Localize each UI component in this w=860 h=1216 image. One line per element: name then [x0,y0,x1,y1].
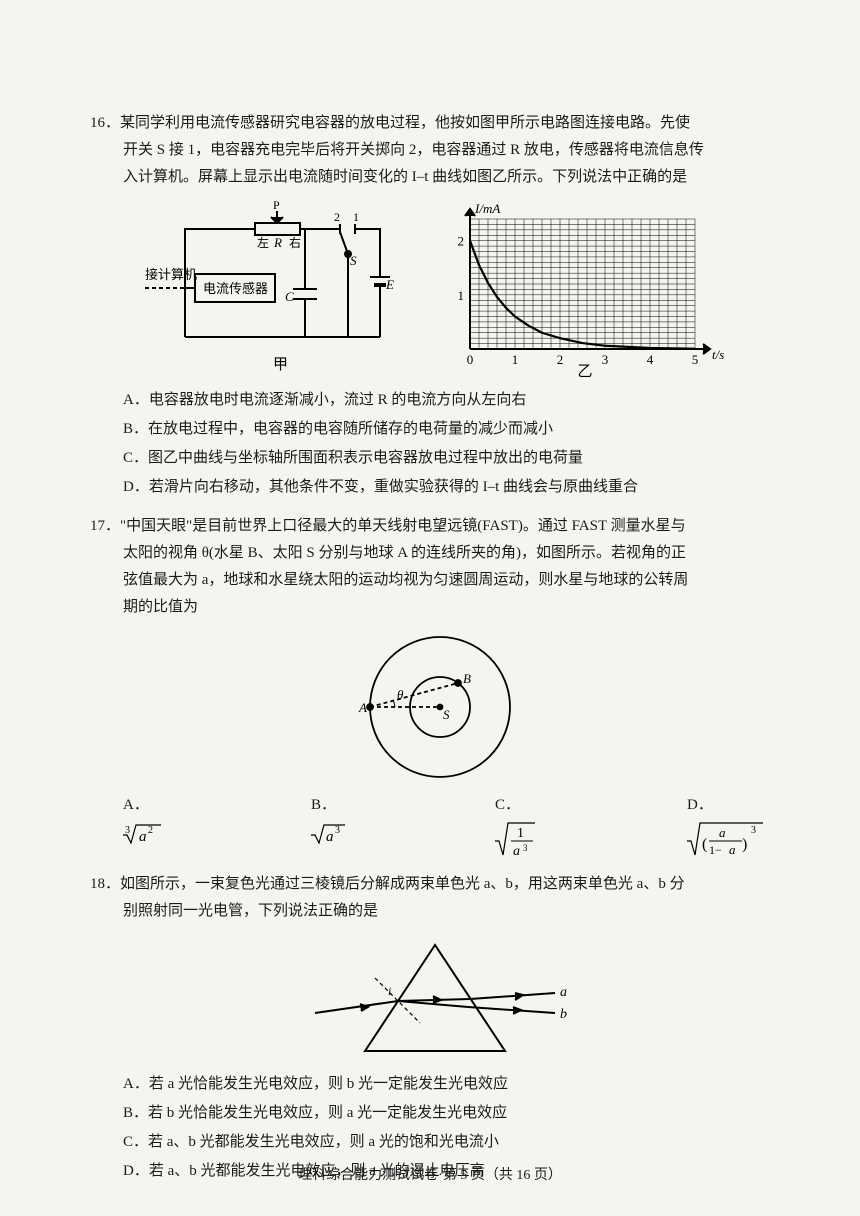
q18-option-c: C．若 a、b 光都能发生光电效应，则 a 光的饱和光电流小 [123,1129,780,1156]
svg-text:a: a [139,829,147,845]
svg-text:E: E [385,277,394,292]
q17-option-c: C． 1 a 3 [495,792,539,859]
q16-line1: 某同学利用电流传感器研究电容器的放电过程，他按如图甲所示电路图连接电路。先使 [120,115,690,131]
q17-options: A． 3 a 2 B． a 3 C． 1 a 3 D． [90,792,780,859]
q16-option-d: D．若滑片向右移动，其他条件不变，重做实验获得的 I–t 曲线会与原曲线重合 [123,474,780,501]
svg-text:接计算机: 接计算机 [145,267,197,282]
q17-number: 17． [90,518,120,534]
q16-option-c: C．图乙中曲线与坐标轴所围面积表示电容器放电过程中放出的电荷量 [123,445,780,472]
q16-it-chart: I/mA t/s 0 1 2 3 4 5 1 2 乙 [435,199,725,379]
svg-text:1: 1 [353,210,359,224]
svg-text:右: 右 [289,235,301,250]
q17-line2: 太阳的视角 θ(水星 B、太阳 S 分别与地球 A 的连线所夹的角)，如图所示。… [90,540,780,567]
question-16: 16．某同学利用电流传感器研究电容器的放电过程，他按如图甲所示电路图连接电路。先… [90,110,780,501]
svg-text:3: 3 [125,825,130,836]
svg-text:5: 5 [692,352,699,367]
q18-prism-diagram: i a b [285,933,585,1063]
svg-text:左: 左 [257,235,269,250]
svg-text:a: a [719,825,726,840]
svg-text:3: 3 [335,825,340,836]
svg-text:2: 2 [458,234,465,249]
q16-circuit-diagram: S 2 1 E [145,199,395,379]
svg-text:1: 1 [517,826,524,841]
q17-figure: A B S θ [90,629,780,784]
q18-stem: 18．如图所示，一束复色光通过三棱镜后分解成两束单色光 a、b，用这两束单色光 … [90,871,780,898]
svg-text:B: B [463,671,471,686]
q17-option-d: D． ( a 1− a ) 3 [687,792,765,859]
question-18: 18．如图所示，一束复色光通过三棱镜后分解成两束单色光 a、b，用这两束单色光 … [90,871,780,1185]
q18-line1: 如图所示，一束复色光通过三棱镜后分解成两束单色光 a、b，用这两束单色光 a、b… [120,876,685,892]
svg-text:乙: 乙 [577,364,592,379]
svg-text:C: C [285,289,294,304]
svg-text:2: 2 [334,210,340,224]
svg-text:S: S [443,707,450,722]
svg-text:θ: θ [397,687,404,702]
q17-option-b: B． a 3 [311,792,347,859]
q17-line1: "中国天眼"是目前世界上口径最大的单天线射电望远镜(FAST)。通过 FAST … [120,518,686,534]
svg-text:1: 1 [458,288,465,303]
q17-stem: 17．"中国天眼"是目前世界上口径最大的单天线射电望远镜(FAST)。通过 FA… [90,513,780,540]
svg-text:3: 3 [751,825,756,836]
svg-text:0: 0 [467,352,474,367]
svg-text:2: 2 [148,825,153,836]
q16-options: A．电容器放电时电流逐渐减小，流过 R 的电流方向从左向右 B．在放电过程中，电… [90,387,780,501]
q16-figures: S 2 1 E [90,199,780,379]
question-17: 17．"中国天眼"是目前世界上口径最大的单天线射电望远镜(FAST)。通过 FA… [90,513,780,859]
page-footer: 理科综合能力测试试卷·第 5 页（共 16 页） [0,1163,860,1188]
svg-text:a: a [513,844,520,859]
q17-option-a: A． 3 a 2 [123,792,163,859]
svg-text:电流传感器: 电流传感器 [203,281,268,296]
svg-text:1: 1 [512,352,519,367]
svg-text:): ) [742,836,747,853]
svg-text:S: S [350,253,357,268]
svg-text:I/mA: I/mA [474,201,500,216]
q18-line2: 别照射同一光电管，下列说法正确的是 [90,898,780,925]
svg-text:4: 4 [647,352,654,367]
svg-text:甲: 甲 [273,357,288,373]
svg-text:a: a [560,985,567,1000]
q17-orbit-diagram: A B S θ [345,629,525,784]
q18-option-b: B．若 b 光恰能发生光电效应，则 a 光一定能发生光电效应 [123,1100,780,1127]
svg-text:1−: 1− [709,843,722,857]
svg-text:3: 3 [602,352,609,367]
svg-text:2: 2 [557,352,564,367]
svg-text:b: b [560,1007,567,1022]
svg-text:(: ( [702,836,707,853]
q16-stem: 16．某同学利用电流传感器研究电容器的放电过程，他按如图甲所示电路图连接电路。先… [90,110,780,137]
svg-text:i: i [388,984,391,998]
svg-text:P: P [273,199,280,212]
q16-option-a: A．电容器放电时电流逐渐减小，流过 R 的电流方向从左向右 [123,387,780,414]
svg-text:A: A [358,700,367,715]
svg-text:R: R [273,235,282,250]
q16-line2: 开关 S 接 1，电容器充电完毕后将开关掷向 2，电容器通过 R 放电，传感器将… [90,137,780,164]
q16-line3: 入计算机。屏幕上显示出电流随时间变化的 I–t 曲线如图乙所示。下列说法中正确的… [90,164,780,191]
svg-text:t/s: t/s [712,347,724,362]
q16-option-b: B．在放电过程中，电容器的电容随所储存的电荷量的减少而减小 [123,416,780,443]
svg-text:3: 3 [523,843,528,853]
q16-number: 16． [90,115,120,131]
q17-line3: 弦值最大为 a，地球和水星绕太阳的运动均视为匀速圆周运动，则水星与地球的公转周 [90,567,780,594]
svg-text:a: a [729,842,736,857]
q18-number: 18． [90,876,120,892]
q17-line4: 期的比值为 [90,594,780,621]
q18-option-a: A．若 a 光恰能发生光电效应，则 b 光一定能发生光电效应 [123,1071,780,1098]
svg-text:a: a [326,829,334,845]
q18-figure: i a b [90,933,780,1063]
